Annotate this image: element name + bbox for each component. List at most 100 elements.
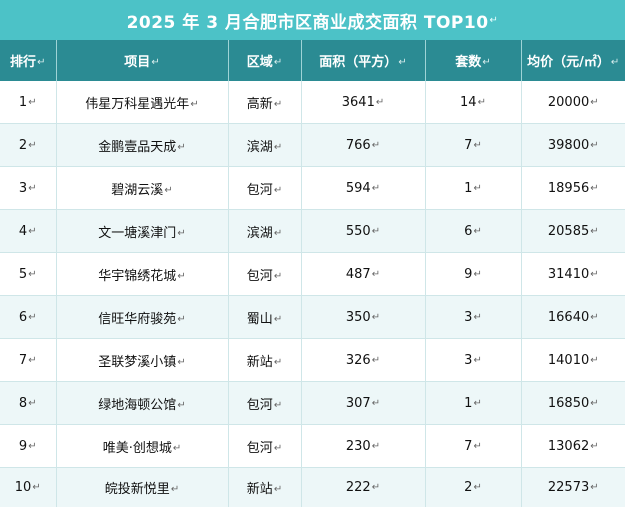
paragraph-mark-icon: ↵ (37, 57, 45, 68)
cell-area: 307↵ (301, 382, 425, 425)
paragraph-mark-icon: ↵ (28, 398, 36, 409)
cell-avg-price: 16640↵ (521, 296, 625, 339)
paragraph-mark-icon: ↵ (473, 355, 481, 366)
cell-area: 550↵ (301, 210, 425, 253)
cell-rank: 9↵ (0, 425, 56, 468)
cell-project: 伟星万科星遇光年↵ (56, 81, 228, 124)
paragraph-mark-icon: ↵ (590, 441, 598, 452)
cell-rank: 2↵ (0, 124, 56, 167)
header-rank: 排行↵ (0, 40, 56, 81)
paragraph-mark-icon: ↵ (177, 314, 185, 325)
paragraph-mark-icon: ↵ (478, 97, 486, 108)
paragraph-mark-icon: ↵ (590, 355, 598, 366)
paragraph-mark-icon: ↵ (28, 226, 36, 237)
paragraph-mark-icon: ↵ (177, 228, 185, 239)
paragraph-mark-icon: ↵ (490, 15, 499, 26)
header-area: 面积（平方）↵ (301, 40, 425, 81)
header-project: 项目↵ (56, 40, 228, 81)
paragraph-mark-icon: ↵ (473, 398, 481, 409)
paragraph-mark-icon: ↵ (473, 140, 481, 151)
cell-rank: 10↵ (0, 468, 56, 507)
paragraph-mark-icon: ↵ (473, 482, 481, 493)
cell-avg-price: 20000↵ (521, 81, 625, 124)
paragraph-mark-icon: ↵ (473, 441, 481, 452)
header-avg-price: 均价（元/㎡）↵ (521, 40, 625, 81)
paragraph-mark-icon: ↵ (376, 97, 384, 108)
table-row: 4↵文一塘溪津门↵滨湖↵550↵6↵20585↵ (0, 210, 625, 253)
cell-project: 金鹏壹品天成↵ (56, 124, 228, 167)
cell-district: 包河↵ (228, 425, 301, 468)
paragraph-mark-icon: ↵ (28, 269, 36, 280)
paragraph-mark-icon: ↵ (28, 183, 36, 194)
cell-avg-price: 18956↵ (521, 167, 625, 210)
table-row: 9↵唯美·创想城↵包河↵230↵7↵13062↵ (0, 425, 625, 468)
ranking-table: 排行↵ 项目↵ 区域↵ 面积（平方）↵ 套数↵ 均价（元/㎡）↵ 1↵伟星万科星… (0, 40, 625, 507)
table-row: 8↵绿地海顿公馆↵包河↵307↵1↵16850↵ (0, 382, 625, 425)
cell-units: 3↵ (425, 339, 521, 382)
cell-district: 滨湖↵ (228, 210, 301, 253)
cell-avg-price: 22573↵ (521, 468, 625, 507)
paragraph-mark-icon: ↵ (372, 226, 380, 237)
cell-district: 包河↵ (228, 167, 301, 210)
paragraph-mark-icon: ↵ (590, 398, 598, 409)
paragraph-mark-icon: ↵ (372, 398, 380, 409)
cell-area: 3641↵ (301, 81, 425, 124)
cell-units: 1↵ (425, 382, 521, 425)
paragraph-mark-icon: ↵ (274, 314, 282, 325)
cell-project: 华宇锦绣花城↵ (56, 253, 228, 296)
cell-units: 7↵ (425, 425, 521, 468)
paragraph-mark-icon: ↵ (173, 443, 181, 454)
paragraph-mark-icon: ↵ (274, 357, 282, 368)
cell-rank: 1↵ (0, 81, 56, 124)
cell-district: 新站↵ (228, 339, 301, 382)
cell-rank: 6↵ (0, 296, 56, 339)
table-row: 2↵金鹏壹品天成↵滨湖↵766↵7↵39800↵ (0, 124, 625, 167)
table-row: 5↵华宇锦绣花城↵包河↵487↵9↵31410↵ (0, 253, 625, 296)
table-title: 2025 年 3 月合肥市区商业成交面积 TOP10 (127, 8, 489, 33)
cell-rank: 7↵ (0, 339, 56, 382)
paragraph-mark-icon: ↵ (611, 57, 619, 68)
paragraph-mark-icon: ↵ (28, 140, 36, 151)
cell-units: 3↵ (425, 296, 521, 339)
paragraph-mark-icon: ↵ (274, 484, 282, 495)
paragraph-mark-icon: ↵ (473, 183, 481, 194)
cell-area: 326↵ (301, 339, 425, 382)
cell-project: 文一塘溪津门↵ (56, 210, 228, 253)
paragraph-mark-icon: ↵ (177, 142, 185, 153)
paragraph-mark-icon: ↵ (28, 97, 36, 108)
paragraph-mark-icon: ↵ (590, 312, 598, 323)
paragraph-mark-icon: ↵ (372, 183, 380, 194)
cell-district: 新站↵ (228, 468, 301, 507)
paragraph-mark-icon: ↵ (590, 482, 598, 493)
cell-avg-price: 20585↵ (521, 210, 625, 253)
cell-project: 唯美·创想城↵ (56, 425, 228, 468)
header-row: 排行↵ 项目↵ 区域↵ 面积（平方）↵ 套数↵ 均价（元/㎡）↵ (0, 40, 625, 81)
cell-district: 包河↵ (228, 253, 301, 296)
paragraph-mark-icon: ↵ (590, 269, 598, 280)
cell-area: 594↵ (301, 167, 425, 210)
cell-units: 9↵ (425, 253, 521, 296)
cell-avg-price: 14010↵ (521, 339, 625, 382)
cell-area: 487↵ (301, 253, 425, 296)
cell-rank: 8↵ (0, 382, 56, 425)
paragraph-mark-icon: ↵ (590, 140, 598, 151)
cell-area: 766↵ (301, 124, 425, 167)
cell-units: 2↵ (425, 468, 521, 507)
cell-project: 绿地海顿公馆↵ (56, 382, 228, 425)
cell-units: 14↵ (425, 81, 521, 124)
cell-avg-price: 13062↵ (521, 425, 625, 468)
table-title-bar: 2025 年 3 月合肥市区商业成交面积 TOP10↵ (0, 0, 625, 40)
paragraph-mark-icon: ↵ (274, 443, 282, 454)
cell-units: 1↵ (425, 167, 521, 210)
paragraph-mark-icon: ↵ (28, 441, 36, 452)
paragraph-mark-icon: ↵ (372, 312, 380, 323)
table-body: 1↵伟星万科星遇光年↵高新↵3641↵14↵20000↵2↵金鹏壹品天成↵滨湖↵… (0, 81, 625, 507)
cell-area: 350↵ (301, 296, 425, 339)
paragraph-mark-icon: ↵ (372, 140, 380, 151)
cell-district: 滨湖↵ (228, 124, 301, 167)
paragraph-mark-icon: ↵ (151, 57, 159, 68)
paragraph-mark-icon: ↵ (590, 226, 598, 237)
paragraph-mark-icon: ↵ (177, 271, 185, 282)
paragraph-mark-icon: ↵ (473, 226, 481, 237)
paragraph-mark-icon: ↵ (482, 57, 490, 68)
